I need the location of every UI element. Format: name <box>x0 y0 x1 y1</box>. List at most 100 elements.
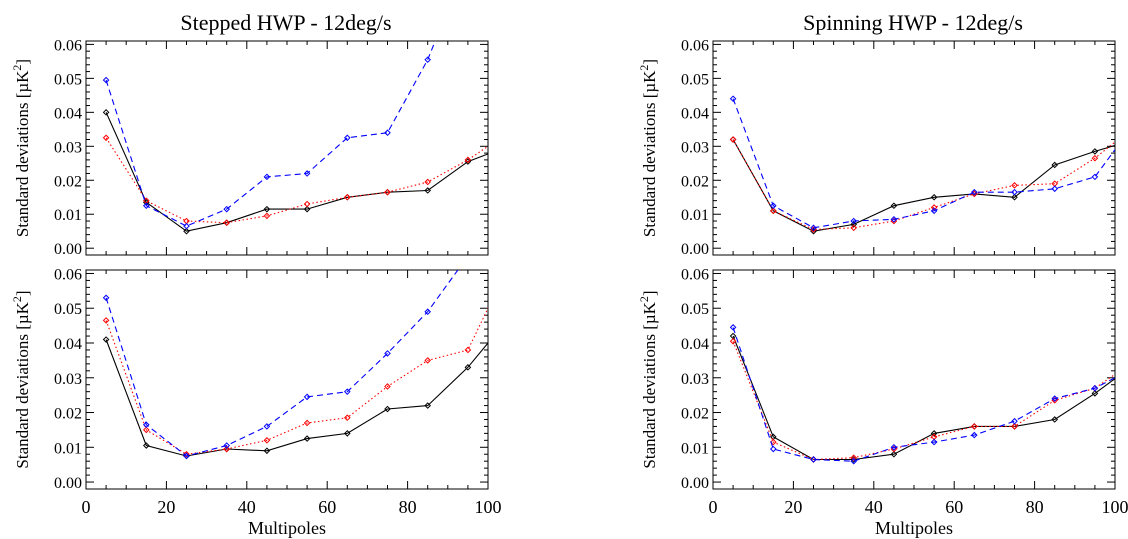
y-tick-label: 0.06 <box>54 37 82 54</box>
y-tick-label: 0.00 <box>54 241 82 258</box>
data-point <box>223 205 231 213</box>
series-group <box>729 324 1115 465</box>
y-axis-label: Standard deviations [µK2] <box>10 59 32 237</box>
data-point <box>424 56 432 63</box>
data-point <box>303 393 311 401</box>
data-point <box>850 457 858 465</box>
data-point <box>223 442 231 449</box>
x-tick-label: 40 <box>865 497 883 517</box>
data-point <box>769 207 777 215</box>
data-point <box>464 156 472 164</box>
data-point <box>263 173 271 181</box>
data-point <box>1051 395 1059 402</box>
y-tick-label: 0.02 <box>54 406 82 423</box>
data-point <box>384 383 391 390</box>
plot-frame <box>712 40 1116 256</box>
series-line-2 <box>732 327 1115 462</box>
y-tick-label: 0.00 <box>681 241 709 258</box>
data-point <box>850 217 858 225</box>
data-point <box>506 316 511 321</box>
y-tick-label: 0.06 <box>54 266 82 283</box>
series-group <box>729 95 1115 235</box>
panel-bottom-left: 0.00 0.01 0.02 0.03 0.04 0.05 0.06 0 20 40 60 80 100… <box>10 264 511 538</box>
data-point <box>263 205 271 213</box>
series-line-1 <box>105 306 488 455</box>
data-point <box>303 205 311 213</box>
data-point <box>769 445 777 453</box>
y-tick-label: 0.01 <box>681 440 709 457</box>
series-line-0 <box>105 339 488 457</box>
y-axis-label: Standard deviations [µK2] <box>10 290 32 468</box>
y-tick-label: 0.04 <box>681 105 709 122</box>
data-point <box>506 264 511 269</box>
data-point <box>424 178 432 186</box>
x-tick-label: 100 <box>475 497 502 517</box>
data-point <box>1011 193 1018 201</box>
x-tick-label: 20 <box>784 497 802 517</box>
data-point <box>1051 416 1059 423</box>
x-tick-label: 20 <box>157 497 175 517</box>
x-axis-label: Multipoles <box>875 518 953 538</box>
series-line-2 <box>732 98 1115 229</box>
data-point <box>384 405 391 413</box>
y-tick-label: 0.03 <box>681 371 709 388</box>
data-point <box>1011 182 1018 189</box>
y-tick-label: 0.00 <box>681 475 709 492</box>
data-point <box>729 324 737 331</box>
x-tick-label: 40 <box>238 497 256 517</box>
x-tick-label: 60 <box>318 497 336 517</box>
series-line-0 <box>732 139 1115 232</box>
data-point <box>384 350 391 357</box>
data-point <box>464 364 472 371</box>
series-line-1 <box>732 341 1115 461</box>
data-point <box>506 144 511 149</box>
panel-top-right: 0.00 0.01 0.02 0.03 0.04 0.05 0.06 Standard dev… <box>637 37 1116 258</box>
data-point <box>263 212 271 220</box>
data-point <box>142 202 150 210</box>
data-point <box>890 443 898 451</box>
data-point <box>343 414 351 422</box>
data-point <box>263 447 271 455</box>
data-point <box>183 227 190 235</box>
left-column-title: Stepped HWP - 12deg/s <box>180 10 391 35</box>
data-point <box>970 423 978 430</box>
y-tick-label: 0.05 <box>54 71 82 88</box>
data-point <box>223 219 231 227</box>
data-point <box>102 336 110 343</box>
data-point <box>343 193 351 201</box>
data-point <box>729 337 737 345</box>
data-point <box>850 454 858 462</box>
y-tick-label: 0.03 <box>54 371 82 388</box>
data-point <box>850 221 858 228</box>
x-tick-label: 0 <box>82 497 91 517</box>
data-point <box>930 207 938 215</box>
data-point <box>303 419 311 427</box>
data-point <box>890 216 898 223</box>
y-tick-label: 0.06 <box>681 266 709 283</box>
y-tick-label: 0.00 <box>54 475 82 492</box>
plot-frame <box>712 269 1116 490</box>
plot-frame <box>85 40 489 256</box>
data-point <box>102 317 110 324</box>
y-axis-label: Standard deviations [µK2] <box>637 290 659 468</box>
data-point <box>810 224 817 232</box>
x-tick-label: 80 <box>1026 497 1044 517</box>
data-point <box>424 357 432 364</box>
data-point <box>183 222 190 230</box>
right-column-title: Spinning HWP - 12deg/s <box>803 10 1023 35</box>
data-point <box>263 437 271 444</box>
data-point <box>890 202 898 210</box>
y-tick-label: 0.06 <box>681 37 709 54</box>
data-point <box>183 450 190 458</box>
x-tick-label: 80 <box>399 497 417 517</box>
data-point <box>223 445 231 453</box>
series-group <box>102 41 511 235</box>
data-point <box>930 438 938 446</box>
data-point <box>384 188 391 196</box>
y-tick-label: 0.03 <box>54 139 82 156</box>
y-tick-label: 0.04 <box>54 336 82 353</box>
y-tick-label: 0.05 <box>681 71 709 88</box>
x-tick-label: 0 <box>709 497 718 517</box>
x-tick-label: 100 <box>1102 497 1128 517</box>
